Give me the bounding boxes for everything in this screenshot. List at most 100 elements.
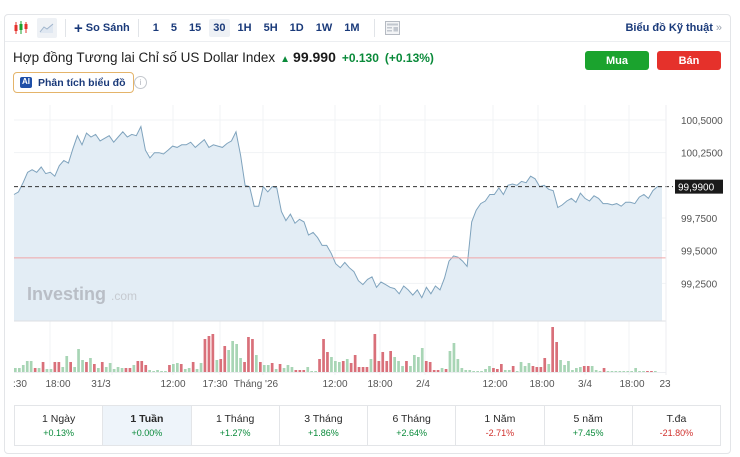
volume-bar — [436, 370, 440, 372]
volume-bar — [152, 371, 155, 372]
instrument-header: Hợp đồng Tương lai Chỉ số US Dollar Inde… — [13, 49, 434, 65]
period-tab[interactable]: 1 Tuần +0.00% — [103, 406, 192, 445]
double-chevron-right-icon: » — [715, 22, 722, 34]
period-tab[interactable]: 1 Năm -2.71% — [456, 406, 545, 445]
volume-bar — [172, 364, 175, 372]
volume-bar — [547, 364, 551, 372]
volume-bar — [488, 366, 491, 372]
period-tab[interactable]: T.đa -21.80% — [633, 406, 720, 445]
volume-bar — [341, 361, 345, 372]
volume-bar — [349, 363, 353, 372]
technical-chart-label: Biểu đồ Kỹ thuật — [625, 22, 713, 34]
volume-bar — [57, 362, 61, 372]
volume-bar — [345, 359, 349, 372]
volume-bar — [567, 361, 570, 372]
period-label: 1 Tháng — [215, 413, 255, 425]
volume-bar — [610, 371, 614, 372]
timeframe-1m[interactable]: 1M — [344, 22, 360, 34]
layout-panel-icon[interactable] — [383, 18, 403, 38]
period-label: 3 Tháng — [304, 413, 343, 425]
up-arrow-icon: ▲ — [280, 54, 291, 65]
timeframe-1[interactable]: 1 — [152, 22, 159, 34]
price-area-fill — [14, 126, 662, 321]
volume-bar — [69, 362, 72, 372]
volume-bar — [381, 352, 385, 372]
y-axis-label: 99,2500 — [681, 279, 718, 290]
volume-bar — [219, 359, 223, 372]
volume-bar — [120, 368, 124, 372]
volume-bar — [231, 341, 234, 372]
volume-bar — [338, 362, 341, 372]
performance-periods: 1 Ngày +0.13% 1 Tuần +0.00% 1 Tháng +1.27% 3 T… — [14, 405, 721, 446]
period-change: +1.86% — [307, 428, 339, 438]
volume-bar — [259, 362, 262, 372]
ai-chart-analysis-button[interactable]: AI Phân tích biểu đồ — [13, 72, 134, 93]
timeframe-5[interactable]: 5 — [170, 22, 178, 34]
volume-bar — [199, 363, 203, 372]
compare-button[interactable]: + So Sánh — [74, 21, 130, 36]
volume-bar — [594, 370, 598, 372]
period-change: +2.64% — [396, 428, 428, 438]
y-axis-label: 100,5000 — [681, 116, 723, 127]
timeframe-1w[interactable]: 1W — [315, 22, 333, 34]
volume-bar — [89, 358, 92, 372]
period-tab[interactable]: 3 Tháng +1.86% — [280, 406, 368, 445]
volume-bar — [424, 361, 428, 372]
sell-button[interactable]: Bán — [657, 51, 721, 70]
volume-bar — [389, 351, 392, 372]
volume-bar — [622, 371, 626, 372]
volume-bar — [440, 368, 444, 372]
volume-bar — [571, 370, 574, 372]
volume-bar — [523, 366, 527, 372]
volume-bar — [49, 369, 53, 372]
x-axis-label: 3/4 — [578, 379, 592, 390]
volume-bar — [33, 368, 37, 372]
period-label: 1 Tuần — [130, 413, 164, 425]
volume-bar — [401, 366, 404, 372]
volume-bar — [302, 370, 306, 372]
period-tab[interactable]: 5 năm +7.45% — [545, 406, 633, 445]
timeframe-15[interactable]: 15 — [189, 22, 202, 34]
volume-bar — [215, 360, 219, 372]
price-chart[interactable]: Investing .com 100,5000 100,2500 99,7500 99,5… — [5, 15, 732, 395]
volume-bar — [492, 368, 495, 372]
toolbar-divider — [137, 19, 139, 37]
period-change: +0.00% — [131, 428, 163, 438]
info-icon[interactable]: i — [134, 76, 147, 89]
period-tab[interactable]: 1 Tháng +1.27% — [192, 406, 280, 445]
y-axis-label: 99,5000 — [681, 247, 718, 258]
timeframe-5h[interactable]: 5H — [263, 22, 278, 34]
volume-bar — [472, 371, 475, 372]
current-price-label: 99,9900 — [678, 183, 715, 194]
volume-bar — [108, 363, 112, 372]
x-axis-label: :30 — [13, 379, 27, 390]
x-axis-label: 17:30 — [202, 379, 227, 390]
period-tab[interactable]: 6 Tháng +2.64% — [368, 406, 457, 445]
volume-bar — [61, 367, 65, 372]
volume-bar — [53, 362, 57, 372]
volume-bar — [460, 368, 464, 372]
candlestick-chart-icon[interactable] — [11, 18, 31, 38]
y-axis-label: 100,2500 — [681, 149, 723, 160]
volume-bar — [409, 366, 412, 372]
volume-bar — [270, 363, 274, 372]
volume-bar — [239, 358, 242, 372]
volume-bar — [227, 350, 230, 372]
volume-bar — [606, 371, 610, 372]
timeframe-30[interactable]: 30 — [209, 19, 230, 37]
volume-bar — [579, 367, 582, 372]
area-chart-icon[interactable] — [37, 18, 57, 38]
technical-chart-link[interactable]: Biểu đồ Kỹ thuật» — [625, 22, 722, 34]
volume-bar — [393, 357, 396, 372]
timeframe-1h[interactable]: 1H — [237, 22, 252, 34]
volume-bar — [144, 365, 148, 372]
period-tab[interactable]: 1 Ngày +0.13% — [15, 406, 104, 445]
timeframe-1d[interactable]: 1D — [289, 22, 304, 34]
x-axis-label: Tháng '26 — [234, 379, 279, 390]
volume-bar — [413, 355, 416, 372]
buy-button[interactable]: Mua — [585, 51, 649, 70]
volume-bar — [539, 367, 543, 372]
period-label: 6 Tháng — [392, 413, 431, 425]
volume-bar — [191, 362, 195, 372]
volume-bar — [262, 365, 266, 372]
